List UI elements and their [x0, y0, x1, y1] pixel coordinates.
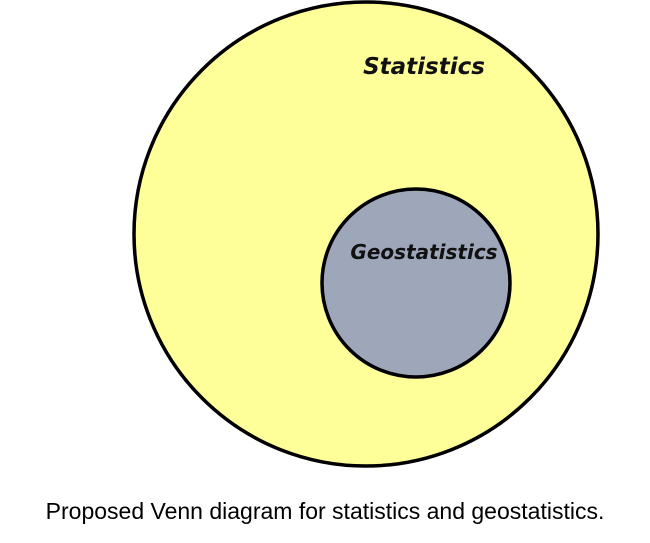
figure-caption: Proposed Venn diagram for statistics and… — [45, 498, 605, 524]
statistics-set-label: Statistics — [363, 54, 485, 80]
geostatistics-set-circle — [320, 187, 512, 379]
geostatistics-set-label: Geostatistics — [350, 240, 497, 264]
venn-diagram: Statistics Geostatistics — [132, 0, 600, 468]
